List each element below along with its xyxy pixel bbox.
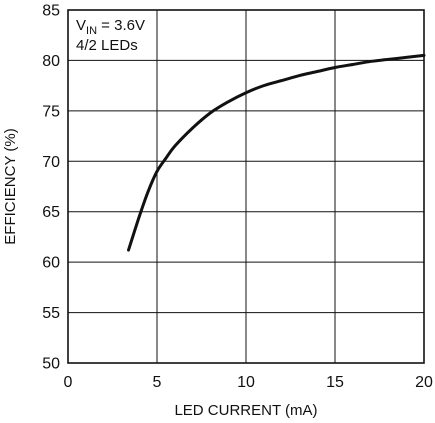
y-tick-label: 70 [42,154,60,171]
annotation-vin-subscript: IN [86,25,97,37]
annotation-box: VIN = 3.6V 4/2 LEDs [76,17,145,54]
annotation-vin-value: = 3.6V [97,17,145,34]
x-tick-label: 20 [415,374,433,391]
y-tick-label: 85 [42,3,60,20]
x-tick-label: 5 [153,374,162,391]
x-tick-label: 15 [326,374,344,391]
annotation-led-config: 4/2 LEDs [76,37,138,54]
y-tick-label: 55 [42,305,60,322]
y-tick-label: 80 [42,53,60,70]
x-tick-label: 10 [237,374,255,391]
y-axis-title: EFFICIENCY (%) [2,128,19,244]
plot-frame [67,9,425,364]
x-tick-label: 0 [64,374,73,391]
y-tick-label: 65 [42,204,60,221]
series-line-efficiency [127,53,426,252]
y-tick-label: 60 [42,255,60,272]
x-axis-title: LED CURRENT (mA) [174,402,317,419]
tick-labels: 0 5 10 15 20 50 55 60 65 70 75 80 85 [42,3,433,392]
y-tick-label: 50 [42,356,60,373]
annotation-vin: VIN = 3.6V [76,17,145,37]
y-tick-label: 75 [42,103,60,120]
series-lines [127,53,426,252]
annotation-vin-symbol: V [76,17,86,34]
